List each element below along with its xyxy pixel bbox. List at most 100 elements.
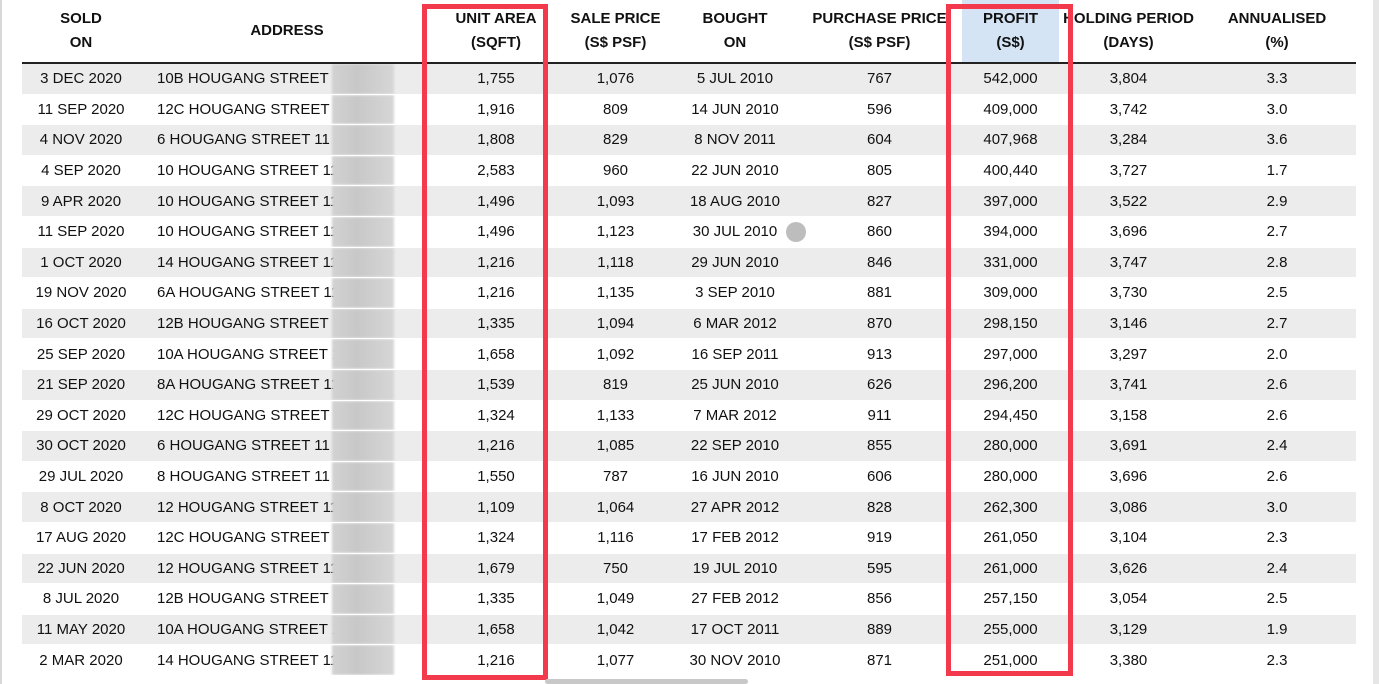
annualised-cell: 2.3 xyxy=(1198,644,1356,676)
bought-on-cell: 30 JUL 2010 xyxy=(673,216,797,248)
redacted-unit-number xyxy=(332,308,394,338)
table-row[interactable]: 30 OCT 2020 6 HOUGANG STREET 11 # 1,216 1,0… xyxy=(22,430,1356,462)
column-header-sold-on[interactable]: SOLD ON xyxy=(22,0,140,64)
table-row[interactable]: 8 OCT 2020 12 HOUGANG STREET 11 1,109 1,064… xyxy=(22,491,1356,523)
purchase-price-cell: 856 xyxy=(797,583,962,615)
bought-on-cell: 22 SEP 2010 xyxy=(673,430,797,462)
column-header-unit-area[interactable]: UNIT AREA (SQFT) xyxy=(434,0,558,64)
sold-on-cell: 29 OCT 2020 xyxy=(22,400,140,432)
table-row[interactable]: 29 OCT 2020 12C HOUGANG STREET 11 1,324 1,1… xyxy=(22,400,1356,432)
address-cell: 10 HOUGANG STREET 11 xyxy=(140,216,434,248)
annualised-cell: 2.9 xyxy=(1198,185,1356,217)
purchase-price-cell: 860 xyxy=(797,216,962,248)
sale-price-cell: 1,123 xyxy=(558,216,673,248)
address-cell: 14 HOUGANG STREET 11 xyxy=(140,247,434,279)
sale-price-cell: 1,064 xyxy=(558,491,673,523)
annualised-cell: 2.4 xyxy=(1198,430,1356,462)
unit-area-cell: 1,679 xyxy=(434,553,558,585)
purchase-price-cell: 604 xyxy=(797,124,962,156)
sold-on-cell: 8 OCT 2020 xyxy=(22,491,140,523)
table-row[interactable]: 22 JUN 2020 12 HOUGANG STREET 11 1,679 750 1… xyxy=(22,553,1356,585)
table-row[interactable]: 29 JUL 2020 8 HOUGANG STREET 11 # 1,550 787… xyxy=(22,461,1356,493)
holding-period-cell: 3,086 xyxy=(1059,491,1198,523)
table-row[interactable]: 19 NOV 2020 6A HOUGANG STREET 11 1,216 1,13… xyxy=(22,277,1356,309)
table-row[interactable]: 25 SEP 2020 10A HOUGANG STREET 11 1,658 1,0… xyxy=(22,338,1356,370)
address-text: 12 HOUGANG STREET 11 xyxy=(157,498,339,516)
column-header-annualised[interactable]: ANNUALISED (%) xyxy=(1198,0,1356,64)
purchase-price-cell: 911 xyxy=(797,400,962,432)
unit-area-cell: 1,658 xyxy=(434,614,558,646)
purchase-price-cell: 805 xyxy=(797,155,962,187)
profit-cell: 255,000 xyxy=(962,614,1059,646)
address-cell: 10A HOUGANG STREET 11 xyxy=(140,614,434,646)
sold-on-cell: 8 JUL 2020 xyxy=(22,583,140,615)
unit-area-cell: 2,583 xyxy=(434,155,558,187)
sale-price-cell: 809 xyxy=(558,94,673,126)
table-row[interactable]: 11 MAY 2020 10A HOUGANG STREET 11 1,658 1,0… xyxy=(22,614,1356,646)
sold-on-cell: 2 MAR 2020 xyxy=(22,644,140,676)
unit-area-cell: 1,539 xyxy=(434,369,558,401)
table-row[interactable]: 4 SEP 2020 10 HOUGANG STREET 11 2,583 960 22… xyxy=(22,155,1356,187)
table-row[interactable]: 21 SEP 2020 8A HOUGANG STREET 11 1,539 819 2… xyxy=(22,369,1356,401)
sale-price-cell: 787 xyxy=(558,461,673,493)
table-row[interactable]: 1 OCT 2020 14 HOUGANG STREET 11 1,216 1,118… xyxy=(22,247,1356,279)
purchase-price-cell: 846 xyxy=(797,247,962,279)
column-header-sale-price[interactable]: SALE PRICE (S$ PSF) xyxy=(558,0,673,64)
holding-period-cell: 3,380 xyxy=(1059,644,1198,676)
annualised-cell: 2.4 xyxy=(1198,553,1356,585)
profit-cell: 407,968 xyxy=(962,124,1059,156)
address-text: 10 HOUGANG STREET 11 xyxy=(157,192,339,210)
bought-on-cell: 18 AUG 2010 xyxy=(673,185,797,217)
unit-area-cell: 1,916 xyxy=(434,94,558,126)
profit-cell: 397,000 xyxy=(962,185,1059,217)
sale-price-cell: 1,118 xyxy=(558,247,673,279)
profit-cell: 261,050 xyxy=(962,522,1059,554)
bought-on-cell: 3 SEP 2010 xyxy=(673,277,797,309)
redacted-unit-number xyxy=(332,614,394,644)
table-row[interactable]: 11 SEP 2020 12C HOUGANG STREET 11 1,916 809… xyxy=(22,94,1356,126)
horizontal-scrollbar[interactable] xyxy=(545,679,748,684)
sold-on-cell: 4 NOV 2020 xyxy=(22,124,140,156)
table-row[interactable]: 16 OCT 2020 12B HOUGANG STREET 11 1,335 1,0… xyxy=(22,308,1356,340)
address-cell: 6A HOUGANG STREET 11 xyxy=(140,277,434,309)
unit-area-cell: 1,109 xyxy=(434,491,558,523)
column-header-bought-on[interactable]: BOUGHT ON xyxy=(673,0,797,64)
table-row[interactable]: 11 SEP 2020 10 HOUGANG STREET 11 1,496 1,12… xyxy=(22,216,1356,248)
sale-price-cell: 1,094 xyxy=(558,308,673,340)
address-cell: 10A HOUGANG STREET 11 xyxy=(140,338,434,370)
address-cell: 12B HOUGANG STREET 11 xyxy=(140,308,434,340)
redacted-unit-number xyxy=(332,155,394,185)
holding-period-cell: 3,522 xyxy=(1059,185,1198,217)
table-row[interactable]: 8 JUL 2020 12B HOUGANG STREET 11 1,335 1,04… xyxy=(22,583,1356,615)
address-text: 10 HOUGANG STREET 11 xyxy=(157,223,339,241)
annualised-cell: 3.3 xyxy=(1198,63,1356,95)
sale-price-cell: 960 xyxy=(558,155,673,187)
address-cell: 6 HOUGANG STREET 11 # xyxy=(140,124,434,156)
table-row[interactable]: 4 NOV 2020 6 HOUGANG STREET 11 # 1,808 829 8… xyxy=(22,124,1356,156)
annualised-cell: 2.5 xyxy=(1198,277,1356,309)
redacted-unit-number xyxy=(332,400,394,430)
column-header-profit[interactable]: PROFIT (S$) xyxy=(962,0,1059,64)
holding-period-cell: 3,129 xyxy=(1059,614,1198,646)
table-row[interactable]: 9 APR 2020 10 HOUGANG STREET 11 1,496 1,093… xyxy=(22,185,1356,217)
column-header-purchase-price[interactable]: PURCHASE PRICE (S$ PSF) xyxy=(797,0,962,64)
column-header-address[interactable]: ADDRESS xyxy=(140,0,434,64)
table-row[interactable]: 3 DEC 2020 10B HOUGANG STREET 11 1,755 1,07… xyxy=(22,63,1356,95)
sale-price-cell: 1,049 xyxy=(558,583,673,615)
table-row[interactable]: 2 MAR 2020 14 HOUGANG STREET 11 1,216 1,077… xyxy=(22,644,1356,676)
holding-period-cell: 3,696 xyxy=(1059,216,1198,248)
bought-on-cell: 14 JUN 2010 xyxy=(673,94,797,126)
column-header-holding-period[interactable]: HOLDING PERIOD (DAYS) xyxy=(1059,0,1198,64)
sale-price-cell: 1,093 xyxy=(558,185,673,217)
table-row[interactable]: 17 AUG 2020 12C HOUGANG STREET 11 1,324 1,1… xyxy=(22,522,1356,554)
profit-cell: 296,200 xyxy=(962,369,1059,401)
redacted-unit-number xyxy=(332,94,394,124)
unit-area-cell: 1,324 xyxy=(434,522,558,554)
unit-area-cell: 1,324 xyxy=(434,400,558,432)
purchase-price-cell: 827 xyxy=(797,185,962,217)
address-cell: 12C HOUGANG STREET 11 xyxy=(140,522,434,554)
purchase-price-cell: 828 xyxy=(797,491,962,523)
address-text: 6 HOUGANG STREET 11 # xyxy=(157,131,343,149)
purchase-price-cell: 596 xyxy=(797,94,962,126)
redacted-unit-number xyxy=(332,645,394,675)
